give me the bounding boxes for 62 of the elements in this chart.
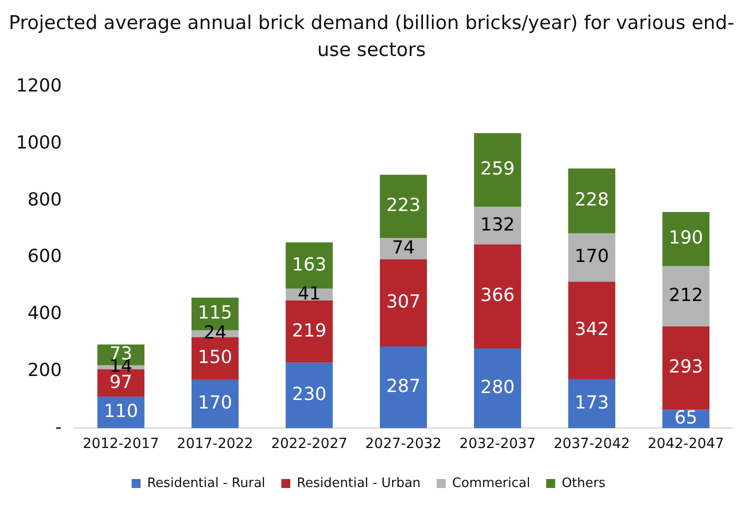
data-label: 280 <box>480 377 515 398</box>
data-label: 190 <box>668 228 704 249</box>
data-label: 170 <box>198 392 232 414</box>
x-tick-label: 2017-2022 <box>176 436 254 452</box>
data-label: 150 <box>198 347 232 368</box>
bar <box>662 326 710 410</box>
bar <box>662 212 710 266</box>
data-label: 74 <box>392 237 415 258</box>
data-label: 163 <box>292 254 326 276</box>
data-label: 132 <box>480 214 515 236</box>
legend-label: Residential - Rural <box>147 476 266 491</box>
data-label: 65 <box>674 408 698 429</box>
data-label: 219 <box>292 320 326 342</box>
data-label: 293 <box>668 356 704 378</box>
y-tick-label: 600 <box>27 246 62 268</box>
data-label: 110 <box>104 401 138 422</box>
x-tick-label: 2032-2037 <box>459 436 536 452</box>
data-label: 212 <box>668 284 704 306</box>
legend-label: Others <box>562 476 606 491</box>
y-tick-label: - <box>55 416 62 438</box>
y-tick-label: 1000 <box>16 132 62 154</box>
chart-title: Projected average annual brick demand (billion bricks/year) for various end-use sectors <box>8 11 736 63</box>
x-tick-label: 2037-2042 <box>554 436 630 452</box>
data-label: 287 <box>386 376 421 398</box>
bar <box>474 244 522 349</box>
data-label: 173 <box>574 392 609 414</box>
x-tick-label: 2042-2047 <box>648 436 724 452</box>
data-label: 342 <box>574 319 609 340</box>
data-label: 307 <box>386 292 421 313</box>
data-label: 170 <box>574 246 609 268</box>
bar <box>568 233 616 282</box>
bar <box>474 206 522 244</box>
data-label: 41 <box>298 283 321 304</box>
bar <box>568 378 616 428</box>
bar <box>192 380 239 428</box>
bar <box>474 348 522 428</box>
bar <box>662 266 710 326</box>
data-label: 97 <box>109 372 132 393</box>
bar <box>192 337 239 380</box>
bar <box>568 282 616 379</box>
data-label: 366 <box>480 285 515 306</box>
bar <box>380 174 427 238</box>
y-tick-label: 200 <box>27 360 62 381</box>
data-label: 259 <box>480 158 515 180</box>
bar <box>380 259 427 347</box>
bar <box>380 346 427 428</box>
legend-label: Commerical <box>452 476 530 491</box>
data-label: 223 <box>386 195 421 216</box>
y-tick-label: 400 <box>27 303 62 324</box>
data-label: 228 <box>574 190 609 211</box>
bar <box>286 300 333 363</box>
y-tick-label: 800 <box>27 189 62 210</box>
x-tick-label: 2012-2017 <box>82 436 160 452</box>
bar <box>474 133 522 207</box>
data-label: 230 <box>292 384 326 406</box>
data-label: 115 <box>198 302 232 324</box>
x-tick-label: 2022-2027 <box>271 436 348 452</box>
bar <box>568 168 616 234</box>
bar <box>286 362 333 428</box>
x-tick-label: 2027-2032 <box>365 436 442 452</box>
y-tick-label: 1200 <box>16 75 62 96</box>
legend-label: Residential - Urban <box>296 476 421 491</box>
